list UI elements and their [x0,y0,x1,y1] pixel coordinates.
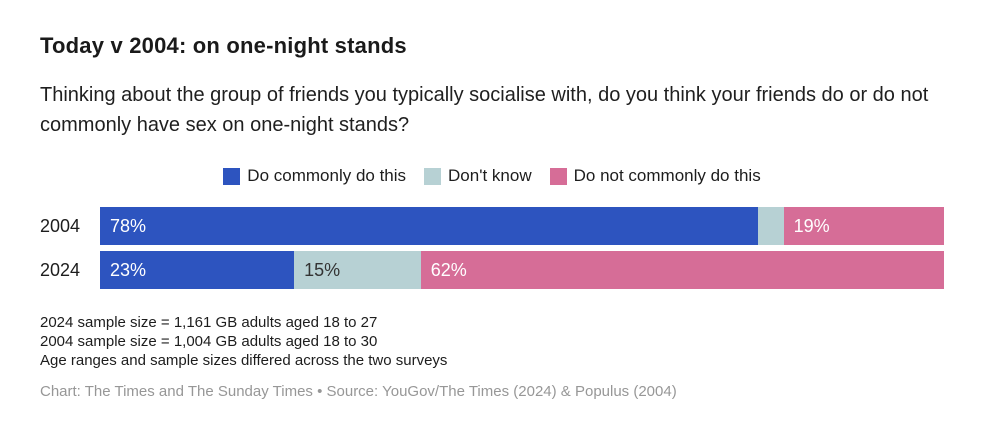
bar-segment: 23% [100,251,295,289]
row-label: 2004 [40,215,81,236]
segment-value-label: 23% [110,259,147,280]
legend-label: Don't know [448,166,532,185]
credit-line: Chart: The Times and The Sunday Times • … [40,383,677,400]
page-title: Today v 2004: on one-night stands [40,33,407,58]
bar-row: 2024 23% 15% 62% [40,251,944,289]
legend-item: Don't know [424,166,532,186]
bar-segment: 15% [294,251,421,289]
bar-row: 2004 78% 19% [40,207,944,245]
legend: Do commonly do this Don't know Do not comm… [40,166,944,186]
legend-label: Do commonly do this [247,166,407,185]
segment-value-label: 15% [304,259,341,280]
bar-chart: 2004 78% 19% 2024 23% 15% 62% [40,207,944,289]
segment-value-label: 19% [793,215,830,236]
segment-value-label: 62% [430,259,467,280]
bar-track: 23% 15% 62% [100,251,944,289]
legend-swatch [424,167,442,185]
chart-subtitle: Thinking about the group of friends you … [40,84,929,136]
segment-value-label: 78% [110,215,147,236]
note-line: 2004 sample size = 1,004 GB adults aged … [40,333,378,350]
bar-segment: 78% [100,207,759,245]
note-line: Age ranges and sample sizes differed acr… [40,352,448,369]
notes: 2024 sample size = 1,161 GB adults aged … [40,313,944,370]
bar-segment: 19% [783,207,944,245]
row-label: 2024 [40,259,81,280]
legend-item: Do not commonly do this [549,166,761,186]
bar-segment: 62% [420,251,944,289]
legend-item: Do commonly do this [223,166,406,186]
note-line: 2024 sample size = 1,161 GB adults aged … [40,314,378,331]
legend-swatch [549,167,567,185]
legend-label: Do not commonly do this [573,166,761,185]
bar-segment [758,207,784,245]
legend-swatch [223,167,241,185]
bar-track: 78% 19% [100,207,944,245]
